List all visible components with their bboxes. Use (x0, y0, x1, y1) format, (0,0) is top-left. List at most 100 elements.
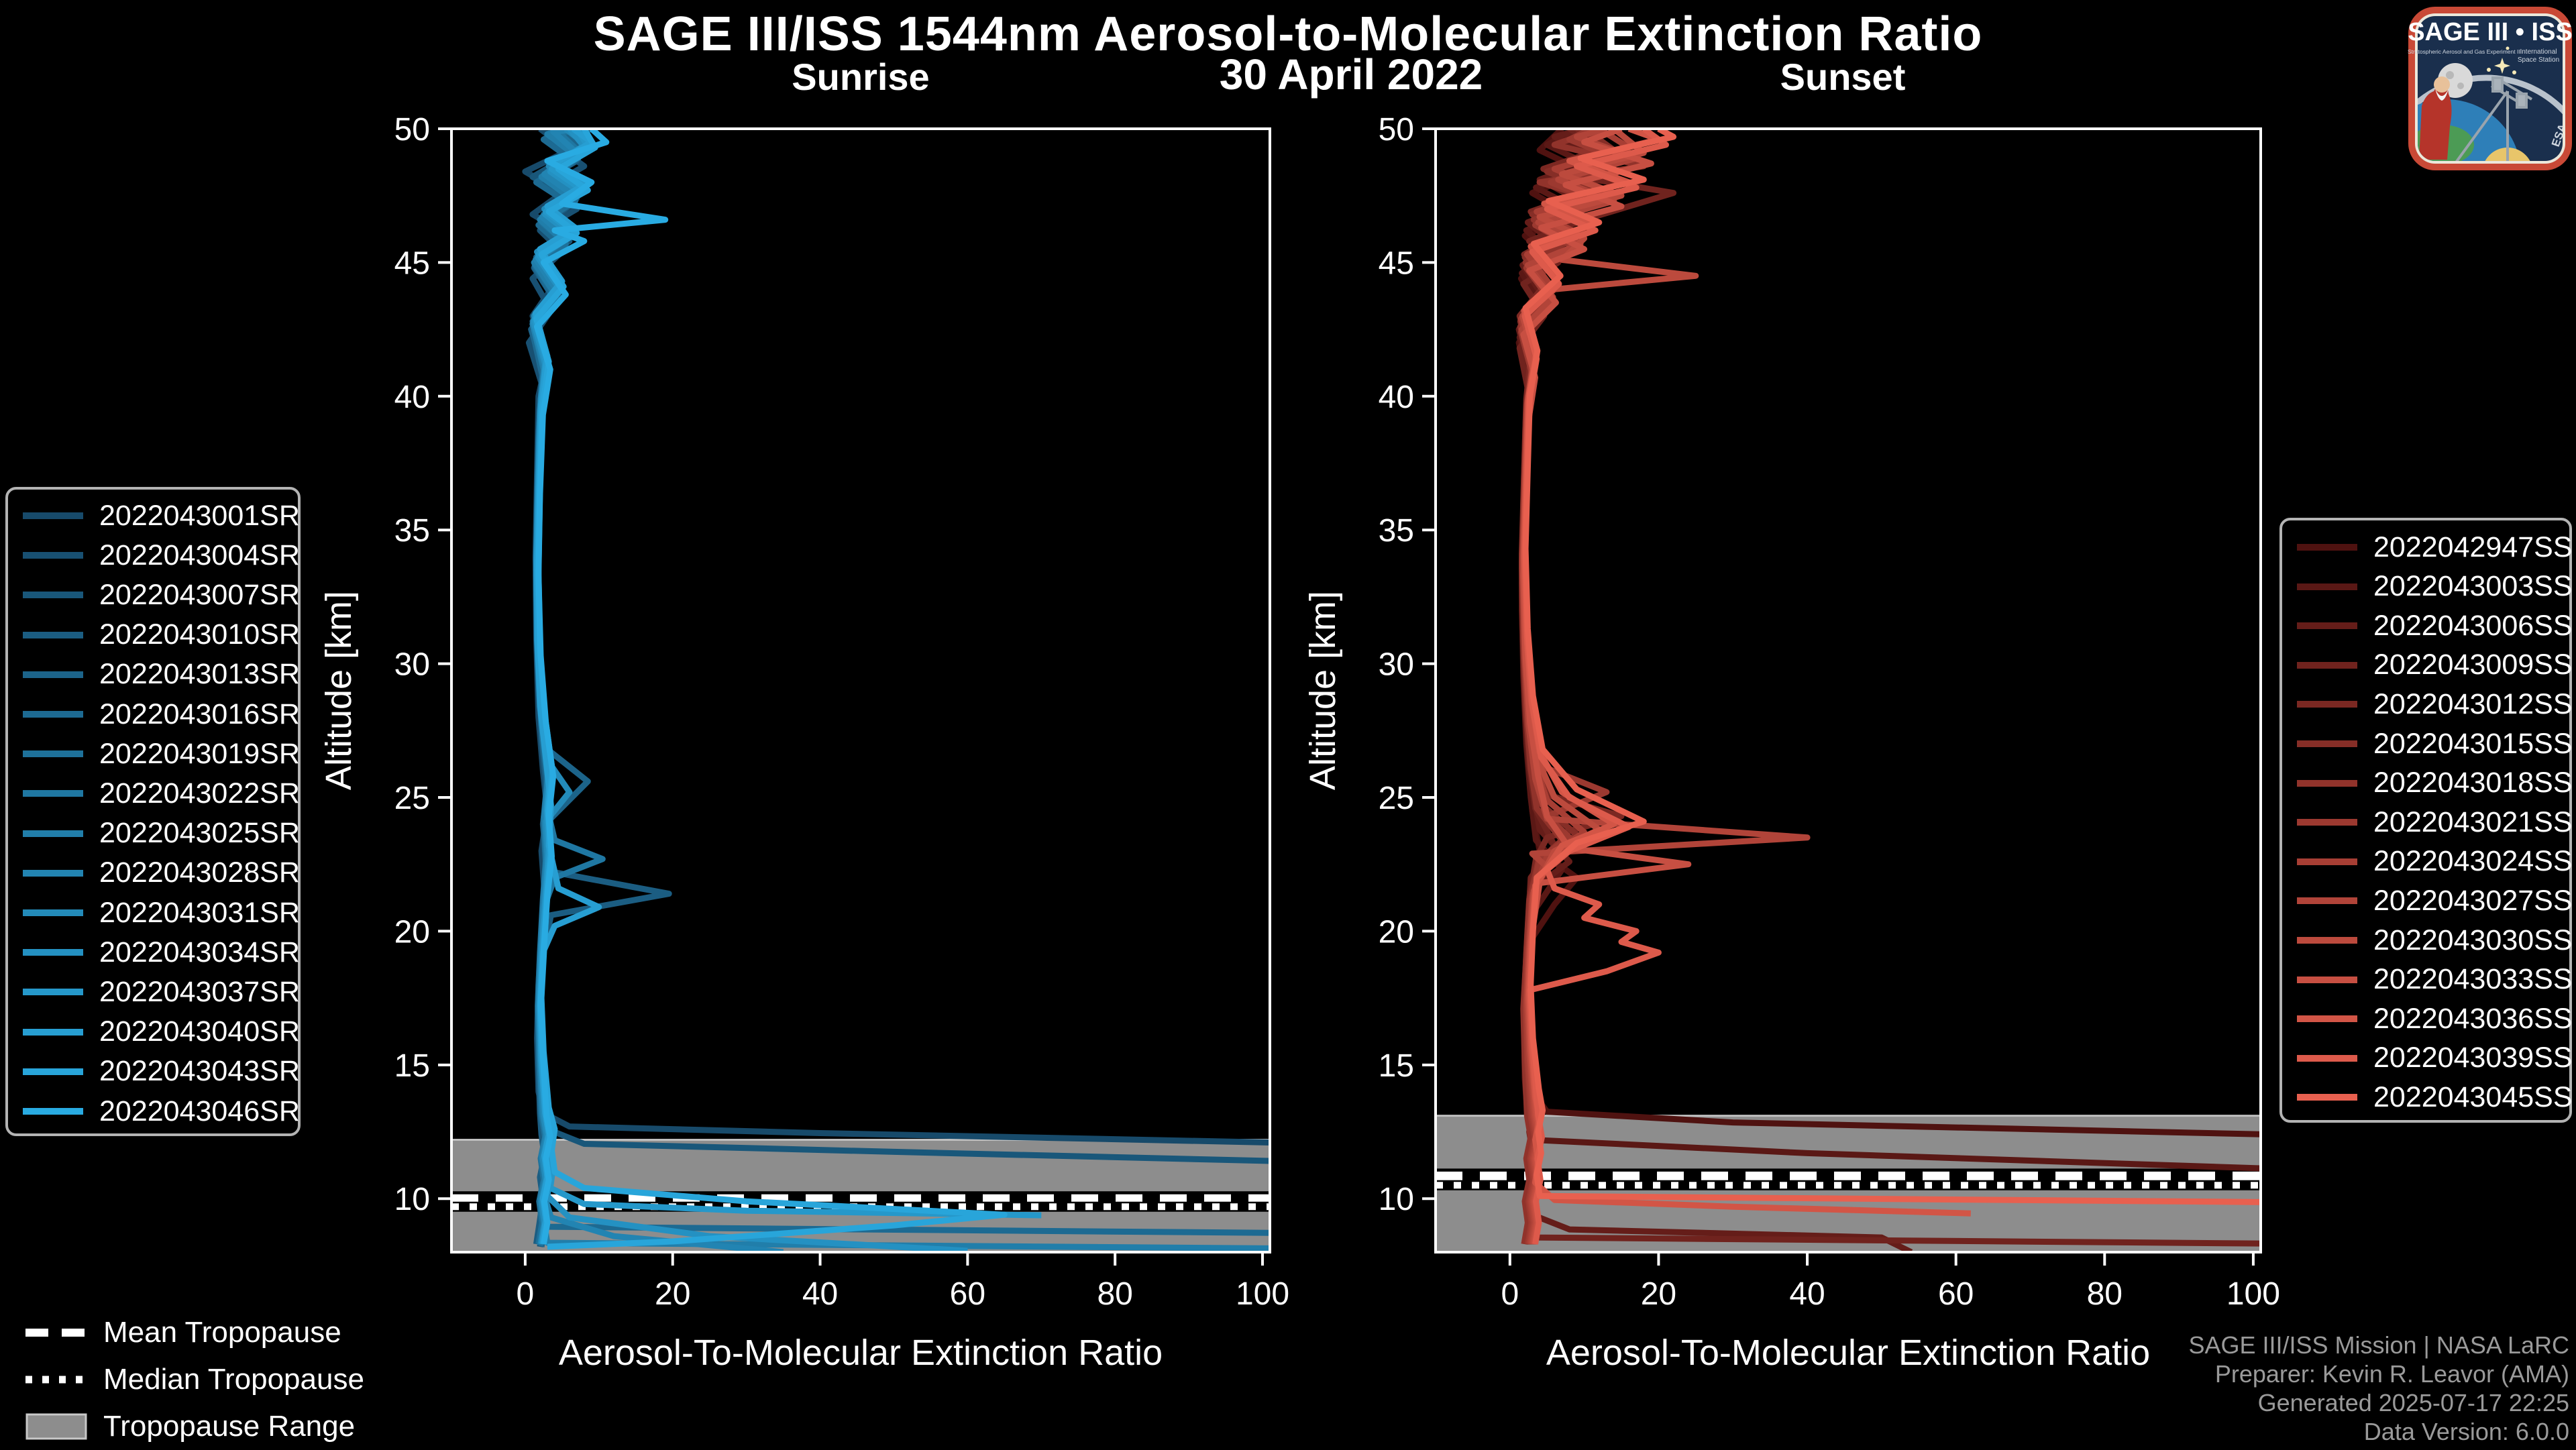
legend-line-swatch (2297, 544, 2357, 551)
x-tick-label: 20 (1641, 1276, 1676, 1312)
legend-item: 2022043012SS (2282, 685, 2573, 724)
legend-item: 2022043025SR (8, 814, 300, 853)
legend-item: 2022043039SS (2282, 1039, 2573, 1078)
legend-item: 2022043001SR (8, 496, 300, 535)
legend-item: 2022043003SS (2282, 567, 2573, 606)
x-tick-label: 100 (1236, 1276, 1289, 1312)
legend-label: 2022043031SR (99, 896, 300, 929)
y-tick-label: 15 (394, 1048, 430, 1084)
legend-label: 2022043028SR (99, 856, 300, 889)
x-tick-label: 0 (517, 1276, 535, 1312)
sage-iii-iss-logo: ESA SAGE III • ISS Stratospheric Aerosol… (2408, 7, 2573, 170)
legend-line-swatch (23, 790, 83, 797)
dotted-line-icon (25, 1376, 87, 1384)
legend-item: 2022043043SR (8, 1052, 300, 1091)
legend-label: 2022043019SR (99, 737, 300, 770)
legend-item: 2022043030SS (2282, 921, 2573, 960)
legend-label: 2022043021SS (2373, 805, 2573, 838)
legend-item: 2022043028SR (8, 854, 300, 893)
tropopause-legend: Mean Tropopause Median Tropopause Tropop… (25, 1309, 364, 1450)
logo-sun (2482, 148, 2533, 161)
legend-item: 2022043006SS (2282, 606, 2573, 645)
x-axis-label: Aerosol-To-Molecular Extinction Ratio (1546, 1333, 2150, 1373)
legend-line-swatch (23, 1108, 83, 1115)
logo-title: SAGE III • ISS (2408, 18, 2573, 46)
y-tick-label: 30 (1379, 647, 1414, 683)
legend-label: 2022043034SR (99, 936, 300, 968)
legend-line-swatch (23, 949, 83, 956)
median-tropopause-label: Median Tropopause (103, 1363, 364, 1396)
legend-line-swatch (23, 671, 83, 678)
legend-label: 2022043010SR (99, 618, 300, 651)
legend-line-swatch (2297, 1094, 2357, 1101)
legend-line-swatch (23, 711, 83, 718)
y-tick-label: 10 (394, 1182, 430, 1217)
series-group-sunrise (522, 129, 1270, 1252)
legend-line-swatch (23, 989, 83, 996)
series-line-2022043007SR (529, 129, 1270, 1164)
legend-label: 2022043013SR (99, 658, 300, 691)
sunset-panel-title: Sunset (1780, 56, 1906, 98)
x-tick-label: 100 (2226, 1276, 2280, 1312)
legend-label: 2022042947SS (2373, 531, 2573, 563)
series-group-sunset (1515, 129, 2261, 1252)
legend-line-swatch (2297, 779, 2357, 787)
y-tick-label: 15 (1379, 1048, 1414, 1084)
y-tick-label: 10 (1379, 1182, 1414, 1217)
legend-label: 2022043003SS (2373, 570, 2573, 603)
x-axis-label: Aerosol-To-Molecular Extinction Ratio (559, 1333, 1163, 1373)
legend-label: 2022043040SR (99, 1015, 300, 1048)
legend-label: 2022043022SR (99, 777, 300, 810)
legend-item: 2022043046SR (8, 1092, 300, 1131)
x-tick-label: 20 (655, 1276, 690, 1312)
x-tick-label: 60 (1938, 1276, 1974, 1312)
legend-line-swatch (2297, 819, 2357, 826)
x-tick-label: 0 (1501, 1276, 1519, 1312)
legend-label: 2022043046SR (99, 1095, 300, 1127)
dashed-line-icon (25, 1329, 87, 1337)
series-line-2022043028SR (529, 129, 784, 1252)
x-tick-label: 60 (950, 1276, 985, 1312)
date-title: 30 April 2022 (1219, 50, 1483, 99)
logo-earth (2418, 99, 2521, 161)
legend-line-swatch (23, 1028, 83, 1036)
y-tick-label: 30 (394, 647, 430, 683)
legend-item: 2022043015SS (2282, 724, 2573, 763)
y-tick-label: 45 (394, 245, 430, 281)
legend-item: 2022043045SS (2282, 1078, 2573, 1117)
y-tick-label: 50 (394, 112, 430, 148)
legend-label: 2022043016SR (99, 698, 300, 730)
legend-label: 2022043025SR (99, 817, 300, 850)
legend-line-swatch (2297, 661, 2357, 669)
legend-item: 2022043022SR (8, 774, 300, 813)
legend-item: 2022043004SR (8, 536, 300, 575)
series-line-2022043045SS (1522, 129, 2261, 1205)
logo-stars (2487, 46, 2516, 74)
x-tick-label: 80 (1097, 1276, 1132, 1312)
panel-spine (450, 127, 1271, 1253)
legend-line-swatch (23, 909, 83, 916)
series-line-2022043006SS (1515, 129, 1913, 1252)
attribution-footer: SAGE III/ISS Mission | NASA LaRC Prepare… (2188, 1331, 2569, 1446)
legend-line-swatch (2297, 1015, 2357, 1023)
logo-iss (2446, 76, 2533, 161)
legend-line-swatch (23, 512, 83, 519)
mean-tropopause-label: Mean Tropopause (103, 1316, 341, 1349)
legend-label: 2022043033SS (2373, 963, 2573, 996)
legend-item: 2022043013SR (8, 655, 300, 694)
legend-item: 2022043007SR (8, 575, 300, 614)
legend-label: 2022043045SS (2373, 1080, 2573, 1113)
logo-figure (2419, 76, 2452, 160)
y-axis-label: Altitude [km] (1303, 591, 1343, 790)
series-line-2022043039SS (1521, 129, 1669, 1245)
legend-line-swatch (23, 631, 83, 638)
logo-caption-right-2: Space Station (2518, 56, 2559, 64)
legend-label: 2022043009SS (2373, 649, 2573, 681)
sunset-legend: 2022042947SS 2022043003SS 2022043006SS 2022… (2279, 518, 2573, 1123)
median-tropopause-legend-row: Median Tropopause (25, 1356, 364, 1403)
x-tick-label: 40 (1789, 1276, 1825, 1312)
tropopause-range-label: Tropopause Range (103, 1410, 356, 1443)
legend-item: 2022043016SR (8, 695, 300, 734)
legend-item: 2022043009SS (2282, 646, 2573, 685)
footer-generated: Generated 2025-07-17 22:25 (2257, 1389, 2569, 1416)
